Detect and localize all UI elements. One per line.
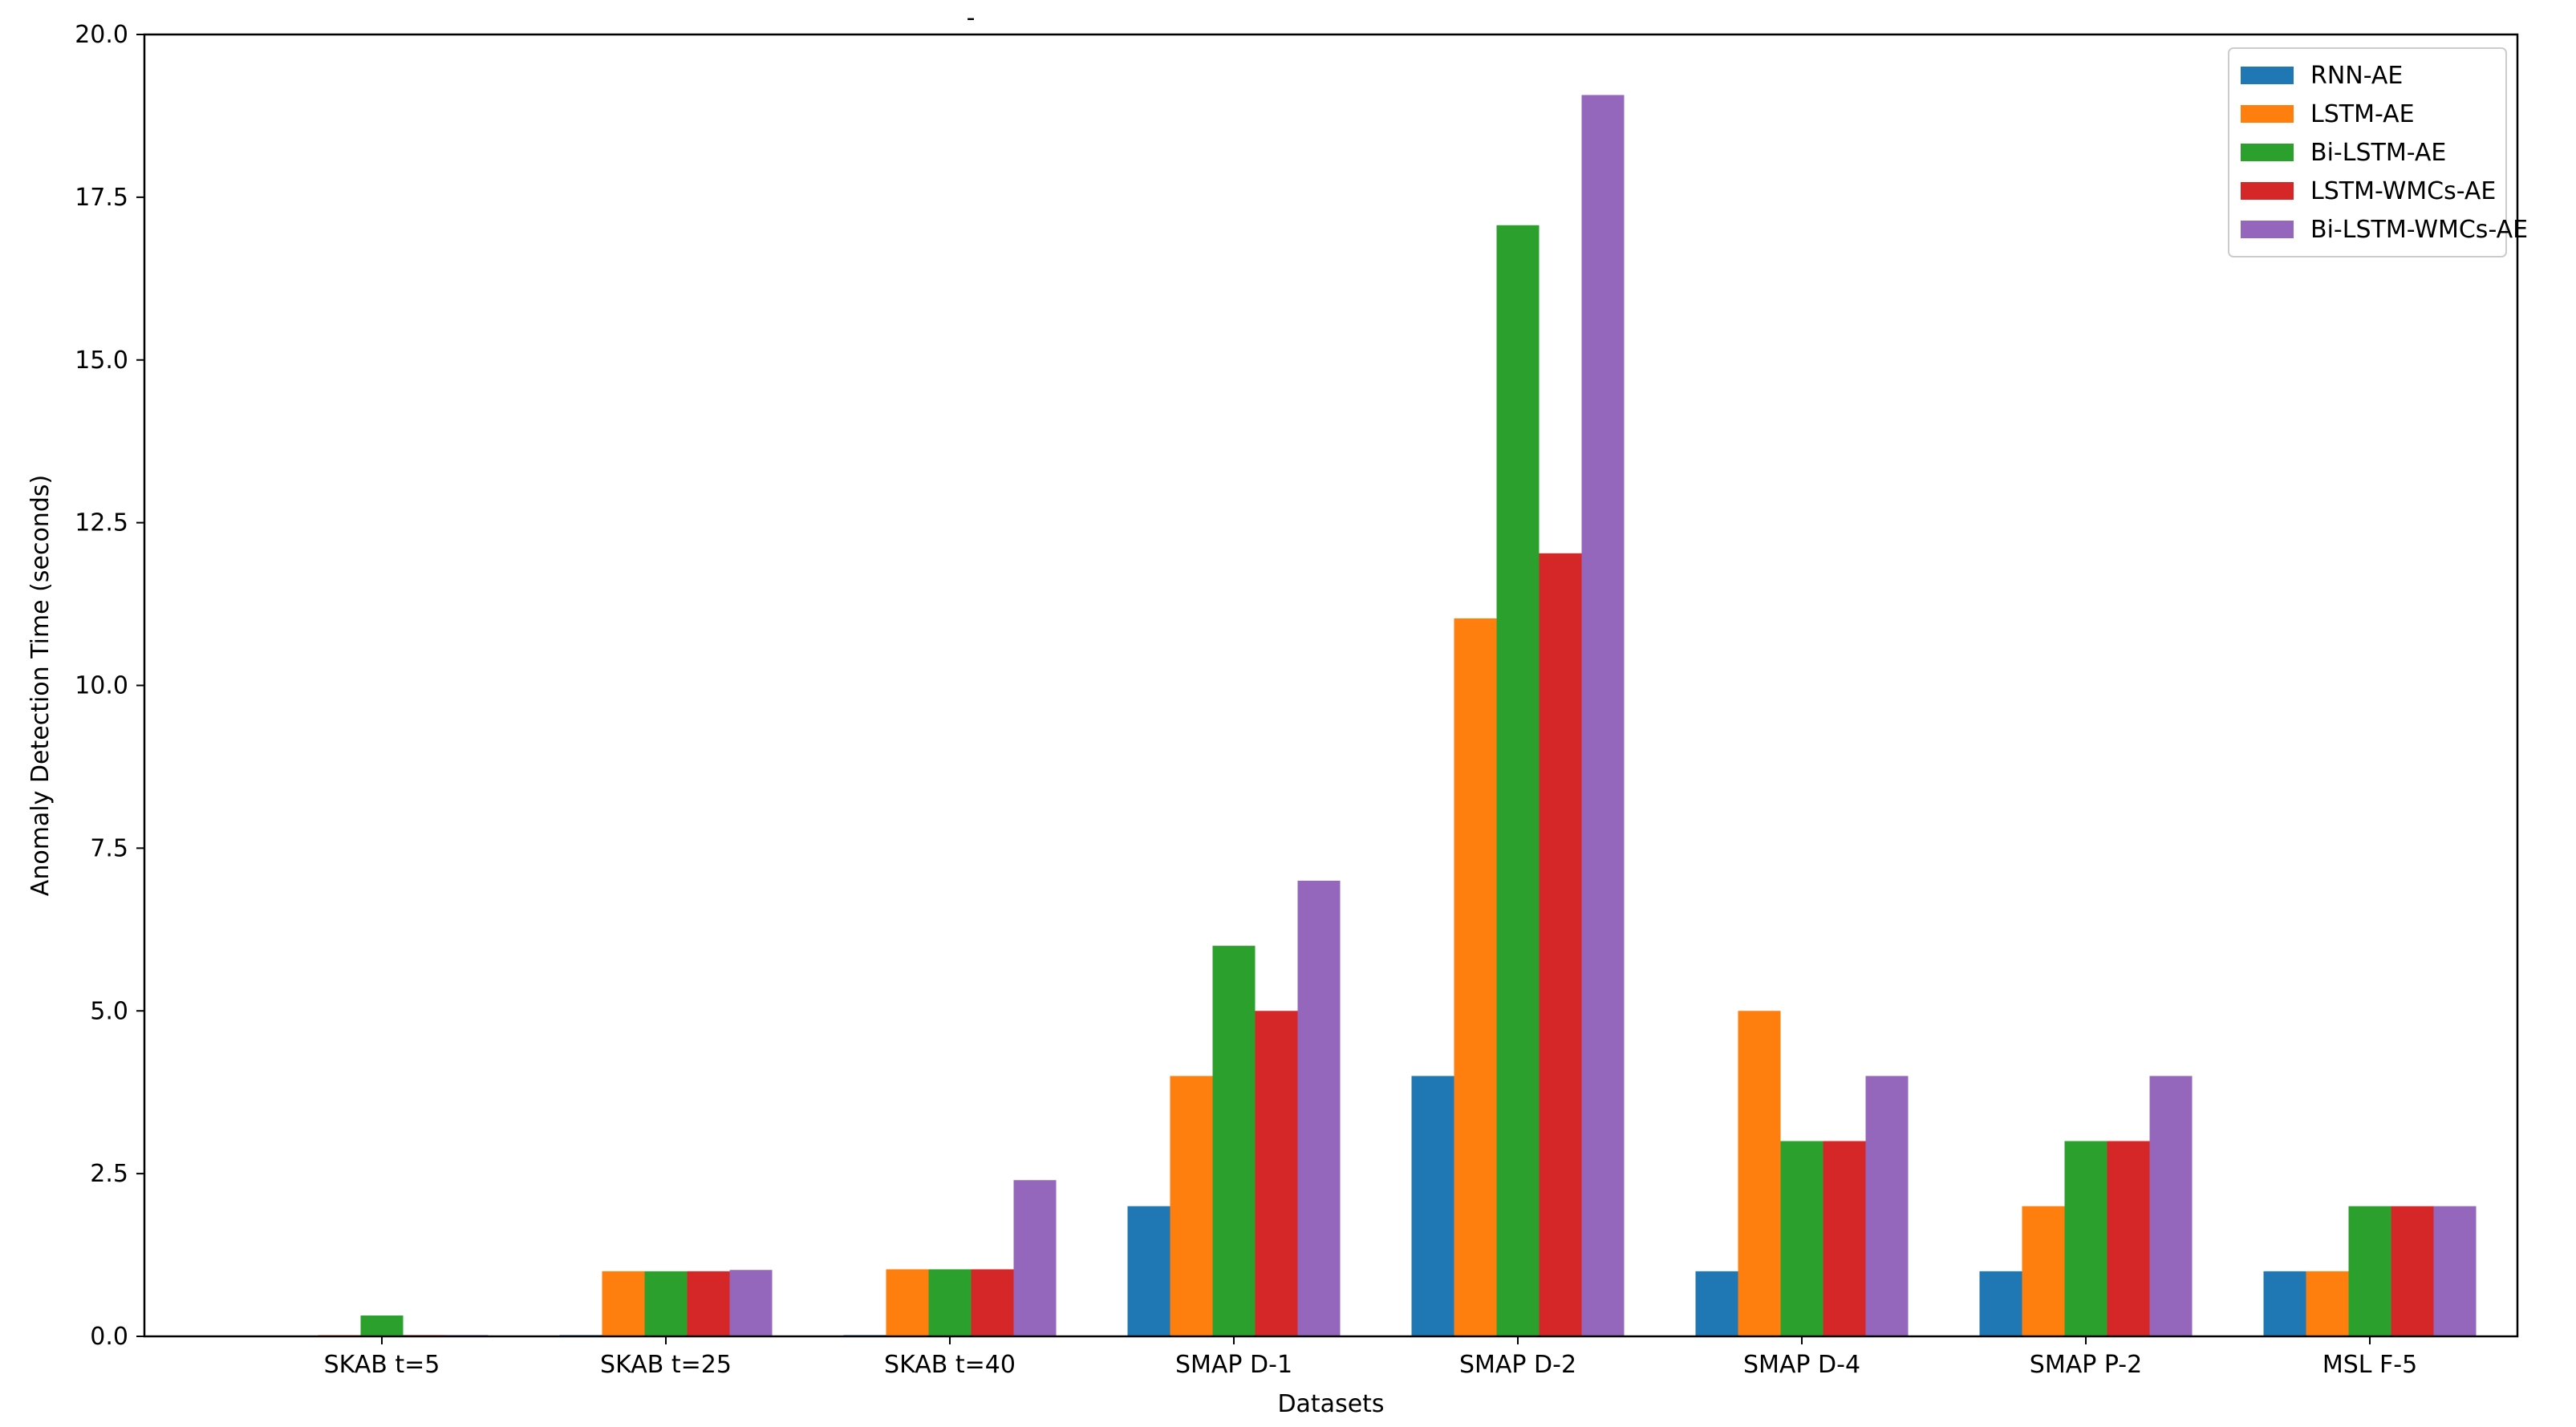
bar-rnn-ae-smap-d-4 [1695, 1271, 1738, 1336]
bar-lstm-wmcs-ae-smap-d-1 [1255, 1011, 1298, 1336]
y-tick-label: 12.5 [75, 509, 128, 537]
x-tick-label-smap-p-2: SMAP P-2 [2030, 1351, 2142, 1379]
legend-swatch-bi-lstm-wmcs-ae [2241, 221, 2294, 238]
x-tick-label-smap-d-4: SMAP D-4 [1743, 1351, 1860, 1379]
x-axis: SKAB t=5 SKAB t=25 SKAB t=40 SMAP D-1 SMAP D… [324, 1336, 2417, 1379]
bar-bi-lstm-wmcs-ae-smap-d-1 [1297, 880, 1341, 1336]
legend-swatch-rnn-ae [2241, 67, 2294, 84]
legend-label-lstm-ae: LSTM-AE [2310, 100, 2415, 128]
bar-rnn-ae-smap-d-2 [1411, 1076, 1454, 1336]
x-tick-label-smap-d-1: SMAP D-1 [1175, 1351, 1292, 1379]
legend-box [2228, 47, 2507, 257]
y-tick-label: 10.0 [75, 672, 128, 700]
bar-rnn-ae-smap-d-1 [1127, 1206, 1170, 1336]
y-tick-label: 15.0 [75, 347, 128, 375]
bar-bi-lstm-ae-smap-d-1 [1212, 946, 1256, 1336]
legend-label-bi-lstm-wmcs-ae: Bi-LSTM-WMCs-AE [2310, 216, 2528, 244]
bar-bi-lstm-wmcs-ae-smap-d-4 [1865, 1076, 1909, 1336]
chart-title-mark: - [967, 4, 976, 32]
bar-lstm-wmcs-ae-smap-d-2 [1539, 553, 1582, 1336]
bar-lstm-ae-smap-d-1 [1170, 1076, 1213, 1336]
bar-bi-lstm-ae-smap-p-2 [2064, 1141, 2107, 1336]
bar-bi-lstm-wmcs-ae-smap-p-2 [2149, 1076, 2193, 1336]
bar-bi-lstm-ae-skab-t-5 [360, 1316, 404, 1336]
x-tick-label-msl-f-5: MSL F-5 [2322, 1351, 2417, 1379]
bar-bi-lstm-wmcs-ae-smap-d-2 [1581, 95, 1625, 1337]
y-tick-label: 2.5 [90, 1160, 128, 1188]
legend: RNN-AE LSTM-AE Bi-LSTM-AE LSTM-WMCs-AE Bi-LS… [2228, 47, 2528, 257]
bar-lstm-wmcs-ae-skab-t-40 [971, 1269, 1014, 1336]
legend-label-bi-lstm-ae: Bi-LSTM-AE [2310, 139, 2446, 167]
bar-lstm-ae-smap-d-2 [1454, 618, 1497, 1336]
bar-lstm-ae-smap-p-2 [2022, 1206, 2065, 1336]
legend-label-lstm-wmcs-ae: LSTM-WMCs-AE [2310, 177, 2496, 205]
y-tick-label: 5.0 [90, 997, 128, 1025]
bar-bi-lstm-wmcs-ae-skab-t-25 [729, 1270, 773, 1336]
x-tick-label-skab-t-5: SKAB t=5 [324, 1351, 440, 1379]
bar-bi-lstm-wmcs-ae-skab-t-40 [1013, 1180, 1057, 1336]
y-tick-label: 0.0 [90, 1323, 128, 1351]
bar-bi-lstm-ae-smap-d-2 [1496, 225, 1540, 1336]
y-axis-label: Anomaly Detection Time (seconds) [26, 475, 55, 896]
bar-bi-lstm-wmcs-ae-msl-f-5 [2433, 1206, 2477, 1336]
x-tick-label-skab-t-40: SKAB t=40 [884, 1351, 1016, 1379]
bar-lstm-ae-skab-t-40 [886, 1269, 929, 1336]
y-tick-label: 17.5 [75, 184, 128, 212]
bar-rnn-ae-smap-p-2 [1979, 1271, 2022, 1336]
y-tick-label: 7.5 [90, 834, 128, 862]
x-tick-label-skab-t-25: SKAB t=25 [600, 1351, 732, 1379]
x-axis-label: Datasets [1277, 1390, 1384, 1418]
legend-swatch-lstm-ae [2241, 105, 2294, 123]
bars-layer [318, 95, 2477, 1337]
bar-lstm-wmcs-ae-msl-f-5 [2391, 1206, 2434, 1336]
bar-bi-lstm-ae-skab-t-40 [928, 1269, 972, 1336]
bar-lstm-ae-skab-t-25 [602, 1271, 645, 1336]
y-tick-label: 20.0 [75, 21, 128, 49]
x-tick-label-smap-d-2: SMAP D-2 [1459, 1351, 1576, 1379]
bar-lstm-wmcs-ae-smap-d-4 [1823, 1141, 1866, 1336]
bar-lstm-ae-smap-d-4 [1738, 1011, 1781, 1336]
bar-lstm-wmcs-ae-skab-t-25 [687, 1271, 730, 1336]
bar-bi-lstm-ae-skab-t-25 [644, 1271, 688, 1336]
bar-bi-lstm-ae-smap-d-4 [1780, 1141, 1823, 1336]
bar-lstm-wmcs-ae-smap-p-2 [2107, 1141, 2150, 1336]
bar-bi-lstm-ae-msl-f-5 [2348, 1206, 2391, 1336]
legend-swatch-lstm-wmcs-ae [2241, 182, 2294, 200]
bar-rnn-ae-msl-f-5 [2263, 1271, 2306, 1336]
y-axis: 0.0 2.5 5.0 7.5 10.0 12.5 15.0 17.5 20.0 [75, 21, 144, 1351]
legend-swatch-bi-lstm-ae [2241, 144, 2294, 161]
legend-label-rnn-ae: RNN-AE [2310, 62, 2403, 90]
bar-lstm-ae-msl-f-5 [2306, 1271, 2349, 1336]
